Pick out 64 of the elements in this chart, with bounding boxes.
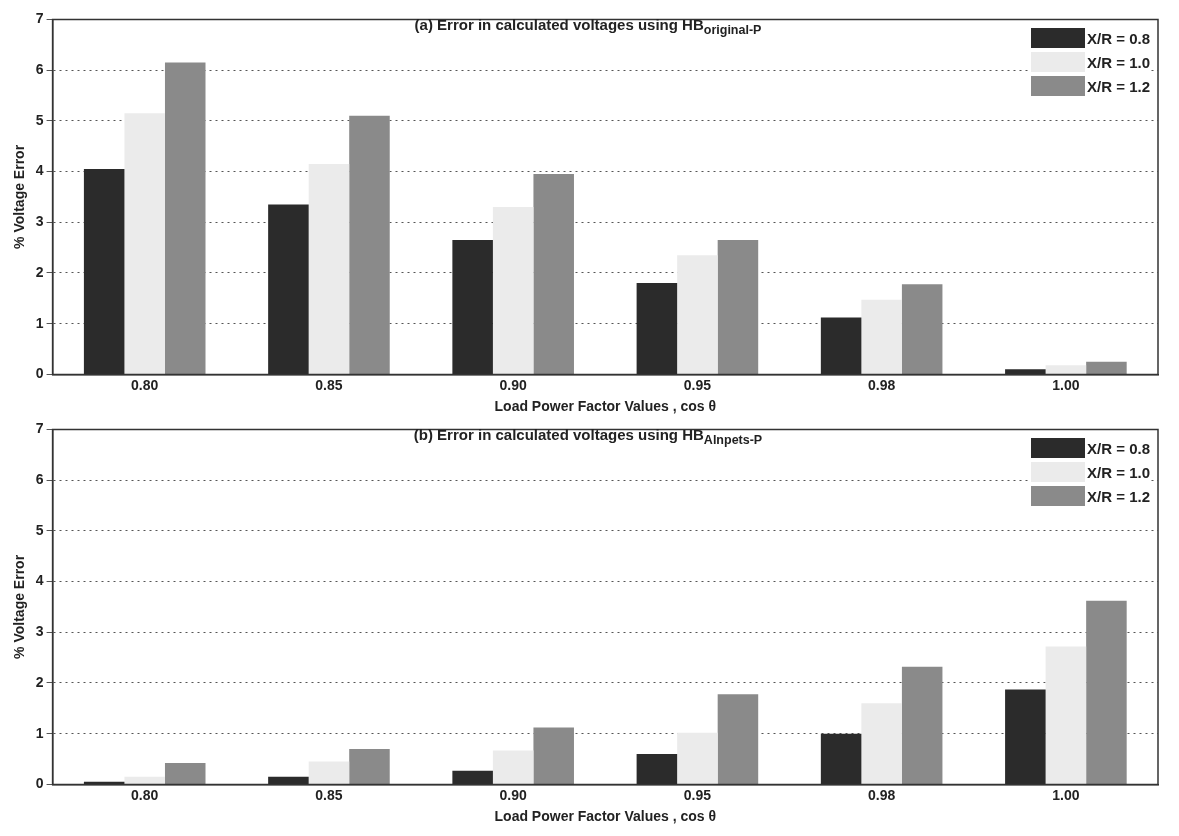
y-tick-label: 4: [35, 572, 44, 589]
x-axis-title: Load Power Factor Values , cos θ: [494, 808, 717, 825]
chart-title: (a) Error in calculated voltages using HB$_{original-P}$: [414, 16, 762, 37]
y-tick-label: 7: [35, 420, 44, 437]
bar: [901, 666, 943, 784]
x-tick-label: 0.90: [499, 376, 528, 393]
chart-title: (b) Error in calculated voltages using HB$_{Alnpets-P}$: [413, 426, 763, 447]
x-tick-label: 0.98: [868, 376, 896, 393]
y-axis-title: % Voltage Error: [11, 554, 28, 659]
bar: [1086, 600, 1127, 784]
bar: [677, 255, 718, 374]
x-axis-title: Load Power Factor Values , cos θ: [494, 398, 717, 415]
bar: [861, 703, 902, 784]
bar: [1045, 365, 1087, 374]
y-axis-title: % Voltage Error: [11, 144, 28, 249]
legend-label: X/R = 1.2: [1087, 487, 1150, 505]
x-tick-label: 0.95: [683, 376, 712, 393]
y-tick-label: 5: [35, 521, 44, 538]
y-tick-label: 3: [35, 623, 44, 640]
x-tick-label: 0.85: [315, 376, 343, 393]
bar: [1086, 361, 1127, 374]
bar: [901, 284, 943, 374]
y-tick-label: 5: [35, 111, 44, 128]
x-tick-label: 1.00: [1052, 376, 1080, 393]
bar: [164, 62, 206, 374]
x-tick-label: 1.00: [1052, 786, 1080, 803]
y-tick-label: 3: [35, 213, 44, 230]
legend-label: X/R = 1.0: [1087, 463, 1150, 481]
legend-label: X/R = 0.8: [1087, 29, 1150, 47]
bar: [717, 240, 759, 374]
y-tick-label: 0: [35, 775, 44, 792]
y-tick-label: 1: [35, 314, 44, 331]
y-tick-label: 1: [35, 724, 44, 741]
x-tick-label: 0.85: [315, 786, 343, 803]
bar: [492, 207, 534, 374]
bar: [717, 694, 759, 784]
y-tick-label: 2: [35, 263, 44, 280]
x-tick-label: 0.98: [868, 786, 896, 803]
bar: [308, 163, 350, 374]
bar: [124, 776, 165, 784]
y-tick-label: 4: [35, 162, 44, 179]
bar: [124, 113, 165, 374]
bar: [308, 761, 350, 784]
legend-label: X/R = 1.0: [1087, 53, 1150, 71]
bar: [349, 748, 390, 784]
legend-label: X/R = 1.2: [1087, 77, 1150, 95]
bar: [164, 763, 206, 784]
y-tick-label: 7: [35, 10, 44, 27]
x-tick-label: 0.95: [683, 786, 712, 803]
bar: [492, 750, 534, 784]
bar: [677, 732, 718, 784]
x-tick-label: 0.90: [499, 786, 528, 803]
y-tick-label: 6: [35, 60, 44, 77]
y-tick-label: 0: [35, 365, 44, 382]
bar: [861, 299, 902, 374]
y-tick-label: 2: [35, 673, 44, 690]
x-tick-label: 0.80: [131, 376, 159, 393]
legend-label: X/R = 0.8: [1087, 439, 1150, 457]
bar: [1045, 646, 1087, 784]
bar: [533, 727, 574, 784]
bar: [533, 174, 574, 374]
x-tick-label: 0.80: [131, 786, 159, 803]
y-tick-label: 6: [35, 470, 44, 487]
bar: [349, 115, 390, 374]
